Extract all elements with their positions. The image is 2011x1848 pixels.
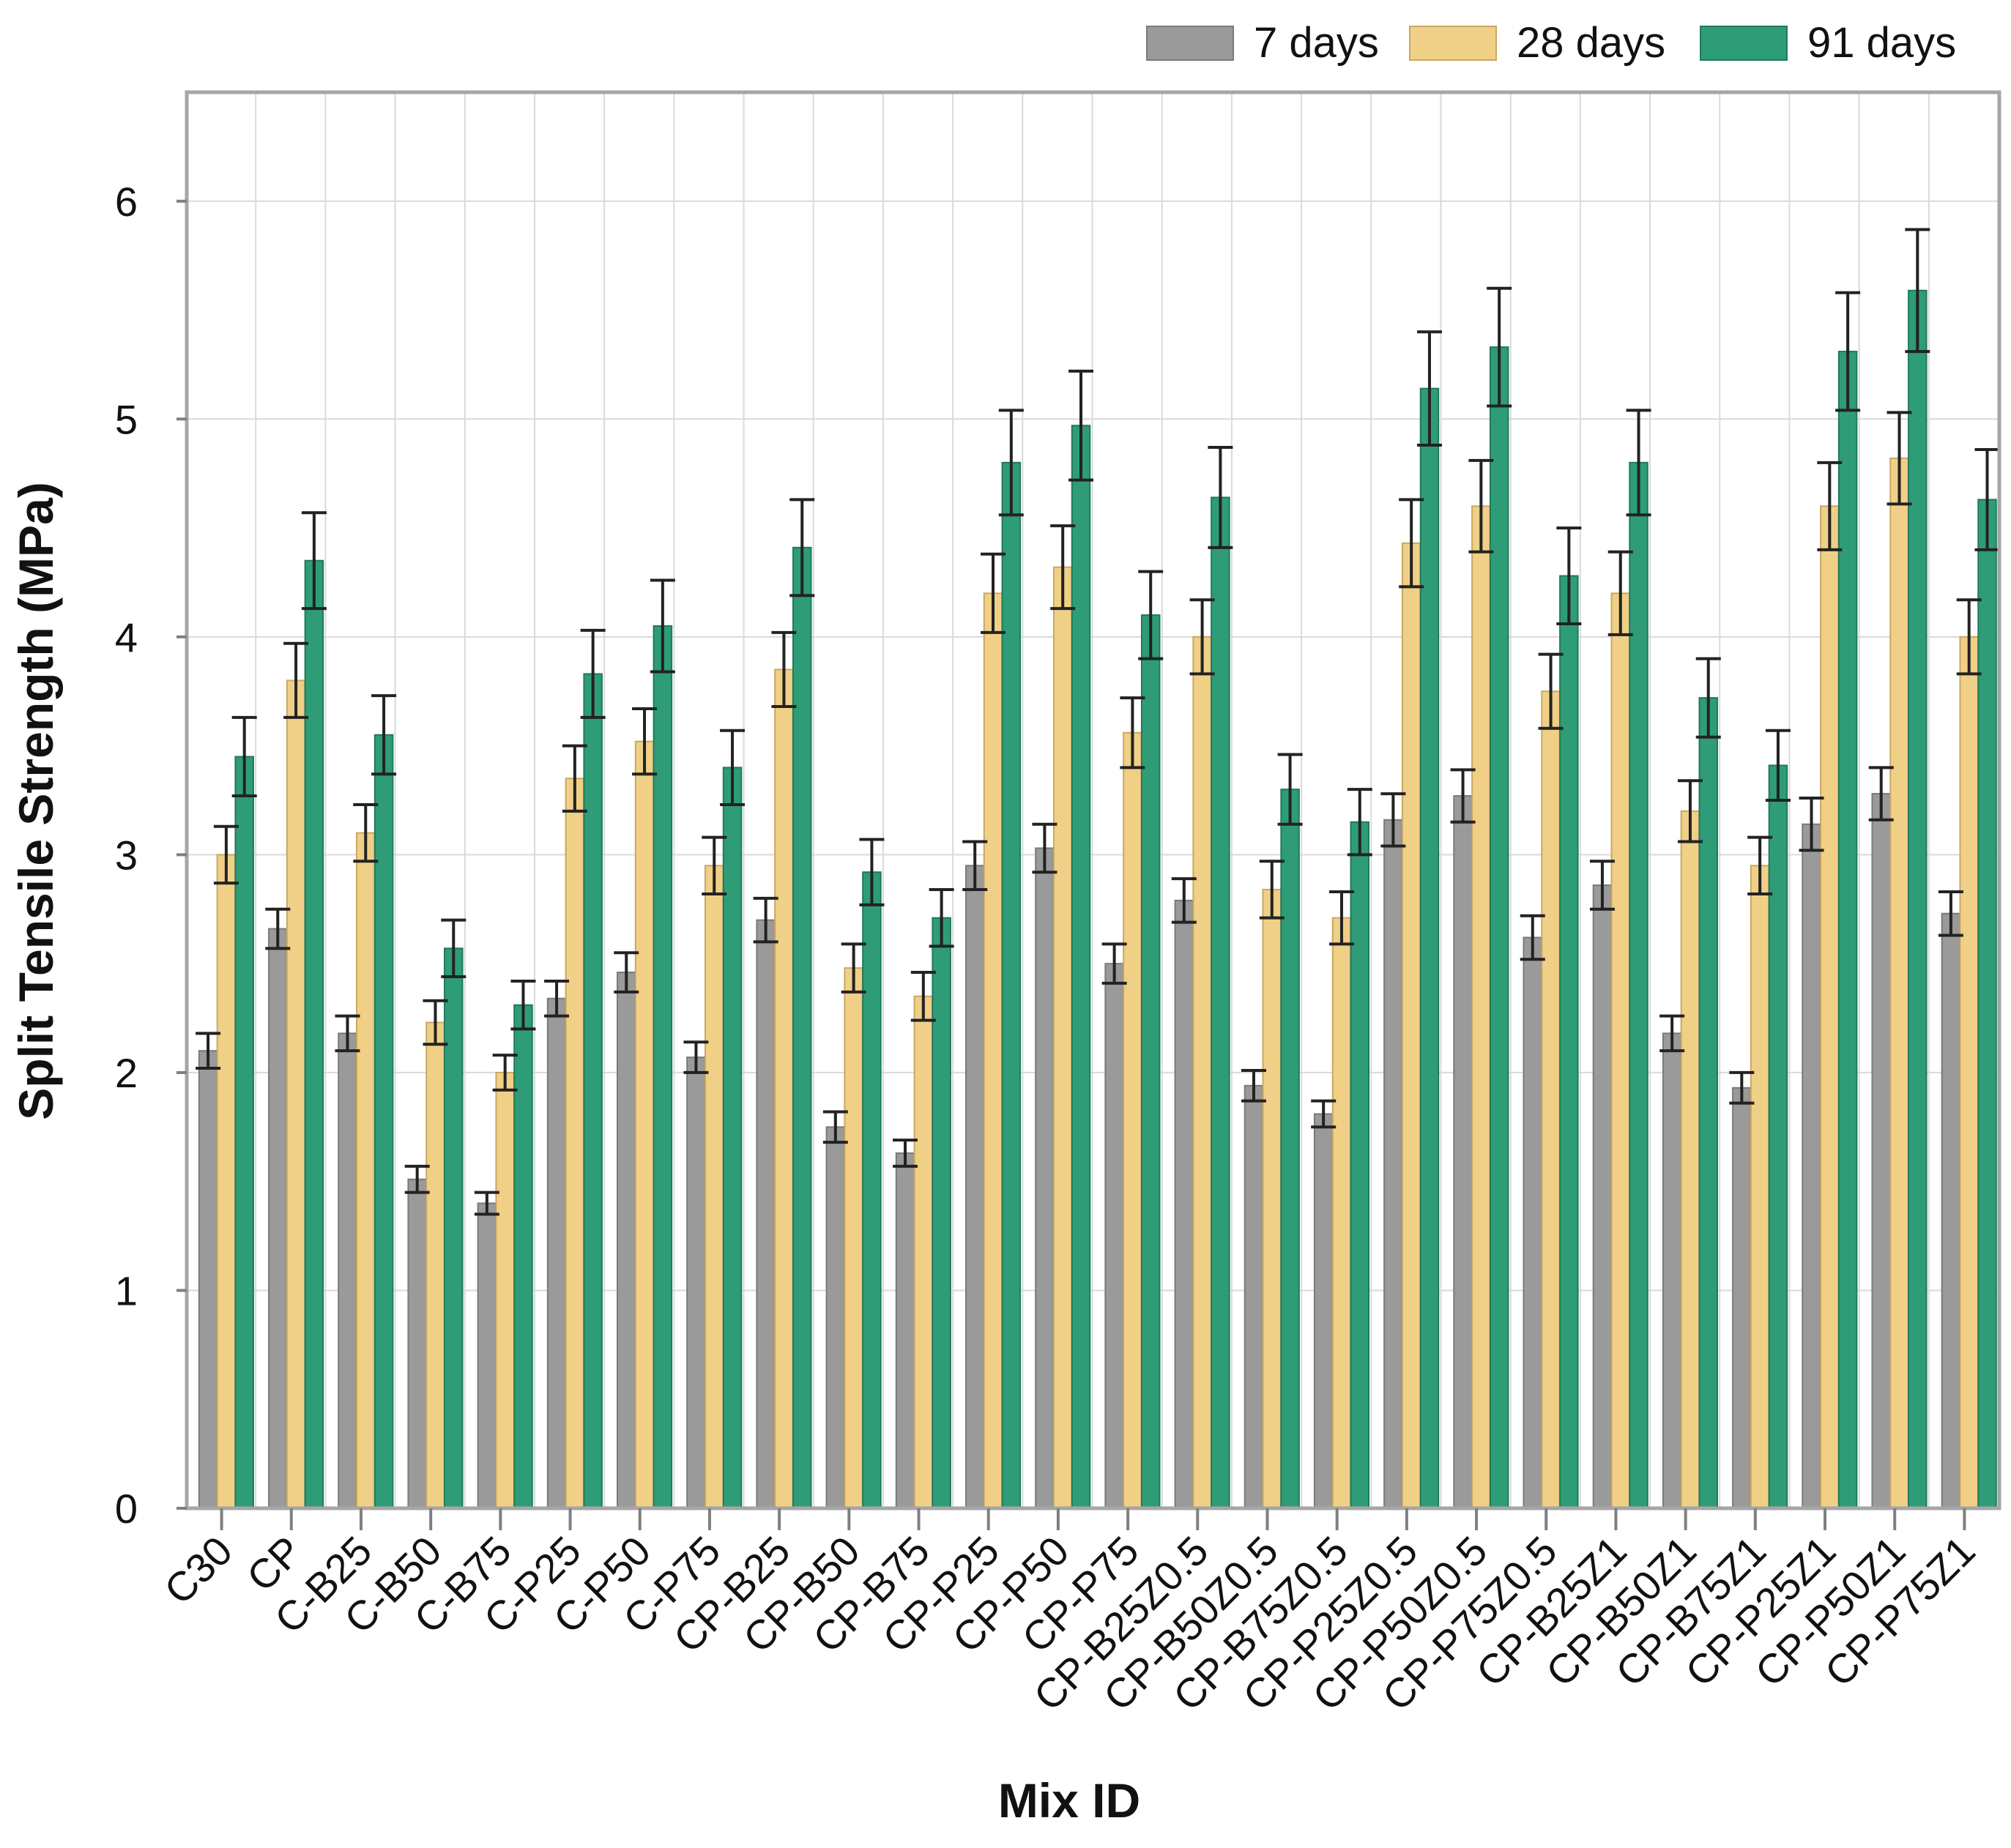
bar-cp-p25z1-7-days: [1802, 823, 1821, 1509]
bar-c-p50-28-days: [634, 740, 655, 1509]
bar-cp-b75z0-5-7-days: [1313, 1113, 1334, 1510]
bar-cp-p25z1-28-days: [1820, 505, 1840, 1509]
bar-cp-b25z1-91-days: [1629, 461, 1648, 1509]
x-axis-title: Mix ID: [998, 1773, 1140, 1827]
bar-cp-p50z0-5-91-days: [1489, 346, 1509, 1509]
legend-swatch-7-days: [1146, 26, 1234, 61]
bar-c-p25-91-days: [583, 673, 603, 1509]
bar-cp-b25-91-days: [792, 546, 812, 1510]
legend-label-28-days: 28 days: [1517, 19, 1665, 67]
bar-cp-p50z0-5-28-days: [1471, 505, 1491, 1509]
bar-c-b50-91-days: [444, 947, 464, 1509]
bar-cp-p75z0-5-7-days: [1523, 936, 1542, 1509]
bar-cp-b75-7-days: [895, 1152, 915, 1510]
bar-cp-b25z1-28-days: [1610, 592, 1630, 1509]
y-tick-label: 0: [115, 1486, 138, 1532]
bar-c-b50-28-days: [425, 1021, 445, 1509]
bar-cp-b25z1-7-days: [1592, 884, 1613, 1510]
y-tick-label: 5: [115, 396, 138, 442]
bar-cp-p50z0-5-7-days: [1453, 795, 1473, 1509]
bar-cp-b50-7-days: [825, 1126, 846, 1510]
bar-cp-b25-28-days: [774, 668, 794, 1509]
bar-cp-b25z0-5-91-days: [1211, 496, 1230, 1509]
bar-cp-p25-28-days: [983, 592, 1003, 1509]
bar-cp-b25-7-days: [756, 919, 776, 1509]
bar-cp-b50z1-7-days: [1662, 1032, 1682, 1510]
bar-cp-b50z0-5-7-days: [1244, 1084, 1264, 1509]
bar-cp-b50z0-5-91-days: [1280, 789, 1300, 1509]
bar-cp-b75z0-5-28-days: [1331, 917, 1352, 1509]
bar-cp-b25z0-5-7-days: [1174, 899, 1194, 1509]
bar-cp-b75-91-days: [932, 917, 951, 1509]
bar-cp-p75-91-days: [1140, 614, 1161, 1509]
bar-cp-p25z0-5-91-days: [1419, 387, 1440, 1509]
bar-c-p50-7-days: [617, 972, 636, 1510]
y-tick-label: 1: [115, 1267, 138, 1314]
bar-cp-b75z0-5-91-days: [1350, 821, 1370, 1510]
bar-cp-p50z1-28-days: [1889, 457, 1909, 1509]
bar-cp-b75z1-91-days: [1768, 764, 1788, 1509]
bar-c-b25-91-days: [373, 734, 394, 1510]
bar-c-p50-91-days: [653, 625, 673, 1509]
plot-area-frame: [185, 90, 2001, 1510]
bar-cp-p25z0-5-28-days: [1401, 542, 1421, 1509]
bar-c-p75-91-days: [722, 767, 743, 1510]
bar-cp-p75z0-5-91-days: [1559, 575, 1579, 1509]
bar-cp-b75z1-28-days: [1750, 865, 1770, 1510]
bar-cp-p75z1-91-days: [1977, 499, 1997, 1509]
bar-c-p25-7-days: [546, 997, 567, 1509]
bar-c-b25-7-days: [338, 1032, 357, 1510]
legend-label-91-days: 91 days: [1807, 19, 1956, 67]
bar-c-p25-28-days: [565, 778, 585, 1509]
bar-c-p75-28-days: [704, 865, 724, 1510]
bar-cp-p25-91-days: [1001, 461, 1022, 1509]
bar-c-b25-28-days: [356, 832, 376, 1509]
bar-cp-b50-91-days: [862, 871, 882, 1510]
bar-cp-p75-7-days: [1104, 963, 1124, 1509]
bar-cp-91-days: [304, 559, 324, 1510]
bar-c-b50-7-days: [407, 1178, 427, 1509]
bar-cp-b50-28-days: [844, 967, 863, 1509]
y-axis-title: Split Tensile Strength (MPa): [9, 482, 63, 1120]
bar-cp-p50z1-91-days: [1908, 289, 1928, 1509]
bar-cp-b75-28-days: [913, 995, 934, 1510]
bar-c-b75-91-days: [513, 1004, 533, 1509]
bar-c-b75-28-days: [495, 1071, 515, 1509]
bar-cp-p50-28-days: [1052, 566, 1073, 1510]
y-tick-label: 2: [115, 1050, 138, 1096]
error-bars: [196, 228, 2000, 1216]
bar-c-p75-7-days: [686, 1057, 706, 1509]
legend-label-7-days: 7 days: [1254, 19, 1379, 67]
bar-cp-p50z1-7-days: [1871, 793, 1891, 1509]
bar-cp-b50z1-28-days: [1680, 810, 1700, 1509]
bar-c-b75-7-days: [477, 1202, 497, 1509]
bar-c30-28-days: [216, 854, 237, 1509]
legend-swatch-91-days: [1700, 26, 1788, 61]
bar-c30-7-days: [198, 1050, 218, 1509]
bar-cp-28-days: [286, 679, 306, 1509]
bar-c30-91-days: [234, 756, 254, 1509]
gridlines: [187, 92, 1999, 1508]
bar-cp-p75z1-28-days: [1959, 636, 1979, 1509]
bar-cp-b25z0-5-28-days: [1192, 636, 1212, 1509]
bar-cp-p75z0-5-28-days: [1541, 690, 1561, 1510]
y-tick-label: 3: [115, 832, 138, 878]
bar-cp-p50-7-days: [1035, 847, 1055, 1510]
bar-cp-p25z1-91-days: [1837, 351, 1858, 1509]
bar-cp-p75z1-7-days: [1941, 912, 1961, 1509]
bar-cp-p75-28-days: [1123, 731, 1142, 1509]
y-tick-label: 6: [115, 179, 138, 225]
bar-cp-p25z0-5-7-days: [1383, 819, 1403, 1509]
y-tick-label: 4: [115, 614, 138, 660]
bar-cp-b50z1-91-days: [1698, 697, 1718, 1509]
legend: 7 days 28 days 91 days: [1146, 19, 1956, 67]
legend-swatch-28-days: [1409, 26, 1497, 61]
bar-cp-7-days: [268, 928, 288, 1510]
bar-cp-b50z0-5-28-days: [1262, 888, 1282, 1509]
bar-cp-p25-7-days: [964, 865, 985, 1510]
bar-cp-b75z1-7-days: [1732, 1087, 1752, 1509]
bar-cp-p50-91-days: [1071, 425, 1091, 1509]
